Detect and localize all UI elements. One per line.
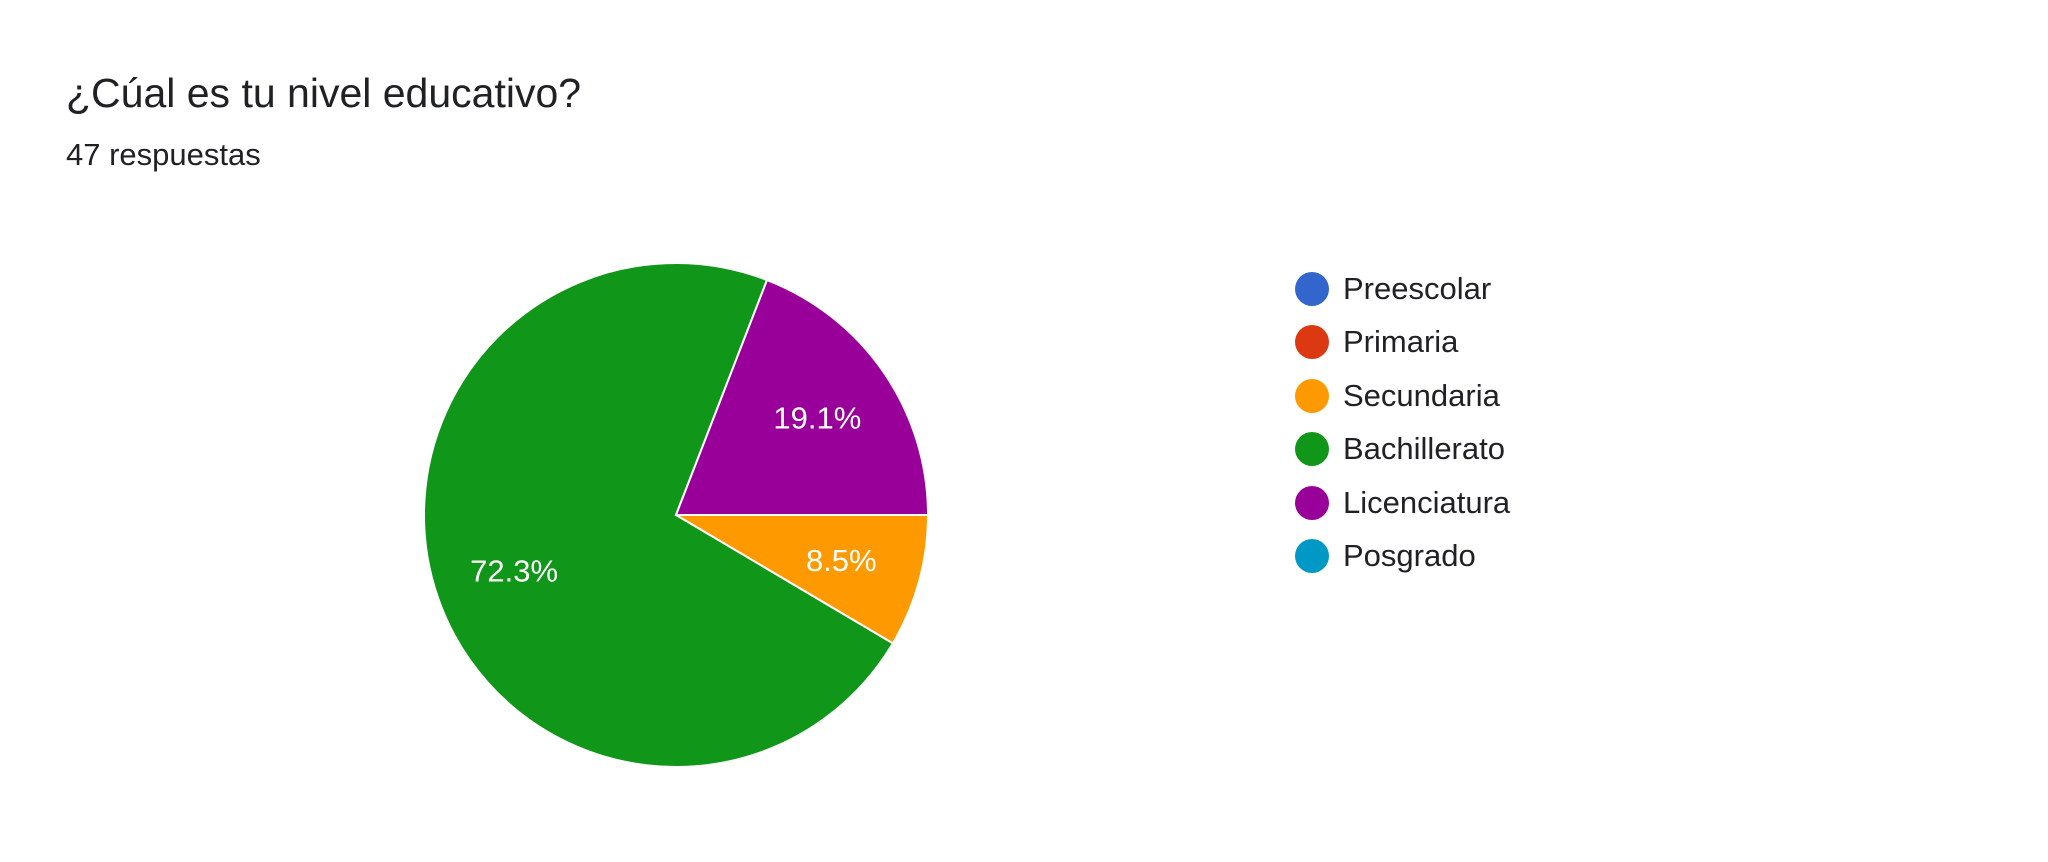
legend-swatch-licenciatura <box>1295 485 1329 520</box>
legend-label: Posgrado <box>1343 538 1476 574</box>
legend-swatch-posgrado <box>1295 539 1329 574</box>
legend-label: Bachillerato <box>1343 431 1505 467</box>
legend-item-secundaria[interactable]: Secundaria <box>1295 369 1510 423</box>
legend-item-licenciatura[interactable]: Licenciatura <box>1295 476 1510 530</box>
legend-swatch-primaria <box>1295 325 1329 360</box>
legend-label: Preescolar <box>1343 270 1492 306</box>
legend-swatch-preescolar <box>1295 271 1329 306</box>
response-count: 47 respuestas <box>66 137 261 172</box>
legend-label: Licenciatura <box>1343 484 1511 520</box>
legend-label: Primaria <box>1343 324 1459 360</box>
legend-item-preescolar[interactable]: Preescolar <box>1295 262 1510 316</box>
pie-slice-licenciatura[interactable] <box>674 278 930 516</box>
slice-label-bachillerato: 72.3% <box>470 554 558 589</box>
pie-slice-secundaria[interactable] <box>672 514 930 645</box>
legend-item-primaria[interactable]: Primaria <box>1295 316 1510 370</box>
legend-item-posgrado[interactable]: Posgrado <box>1295 530 1510 584</box>
slice-label-licenciatura: 19.1% <box>773 401 861 436</box>
legend-swatch-secundaria <box>1295 378 1329 413</box>
question-title: ¿Cúal es tu nivel educativo? <box>66 70 582 116</box>
slice-label-secundaria: 8.5% <box>806 543 877 578</box>
legend-swatch-bachillerato <box>1295 432 1329 467</box>
legend-label: Secundaria <box>1343 377 1500 413</box>
legend-item-bachillerato[interactable]: Bachillerato <box>1295 423 1510 477</box>
pie-slice-bachillerato[interactable] <box>423 262 895 768</box>
chart-legend: Preescolar Primaria Secundaria Bachillerato… <box>1295 262 1510 583</box>
